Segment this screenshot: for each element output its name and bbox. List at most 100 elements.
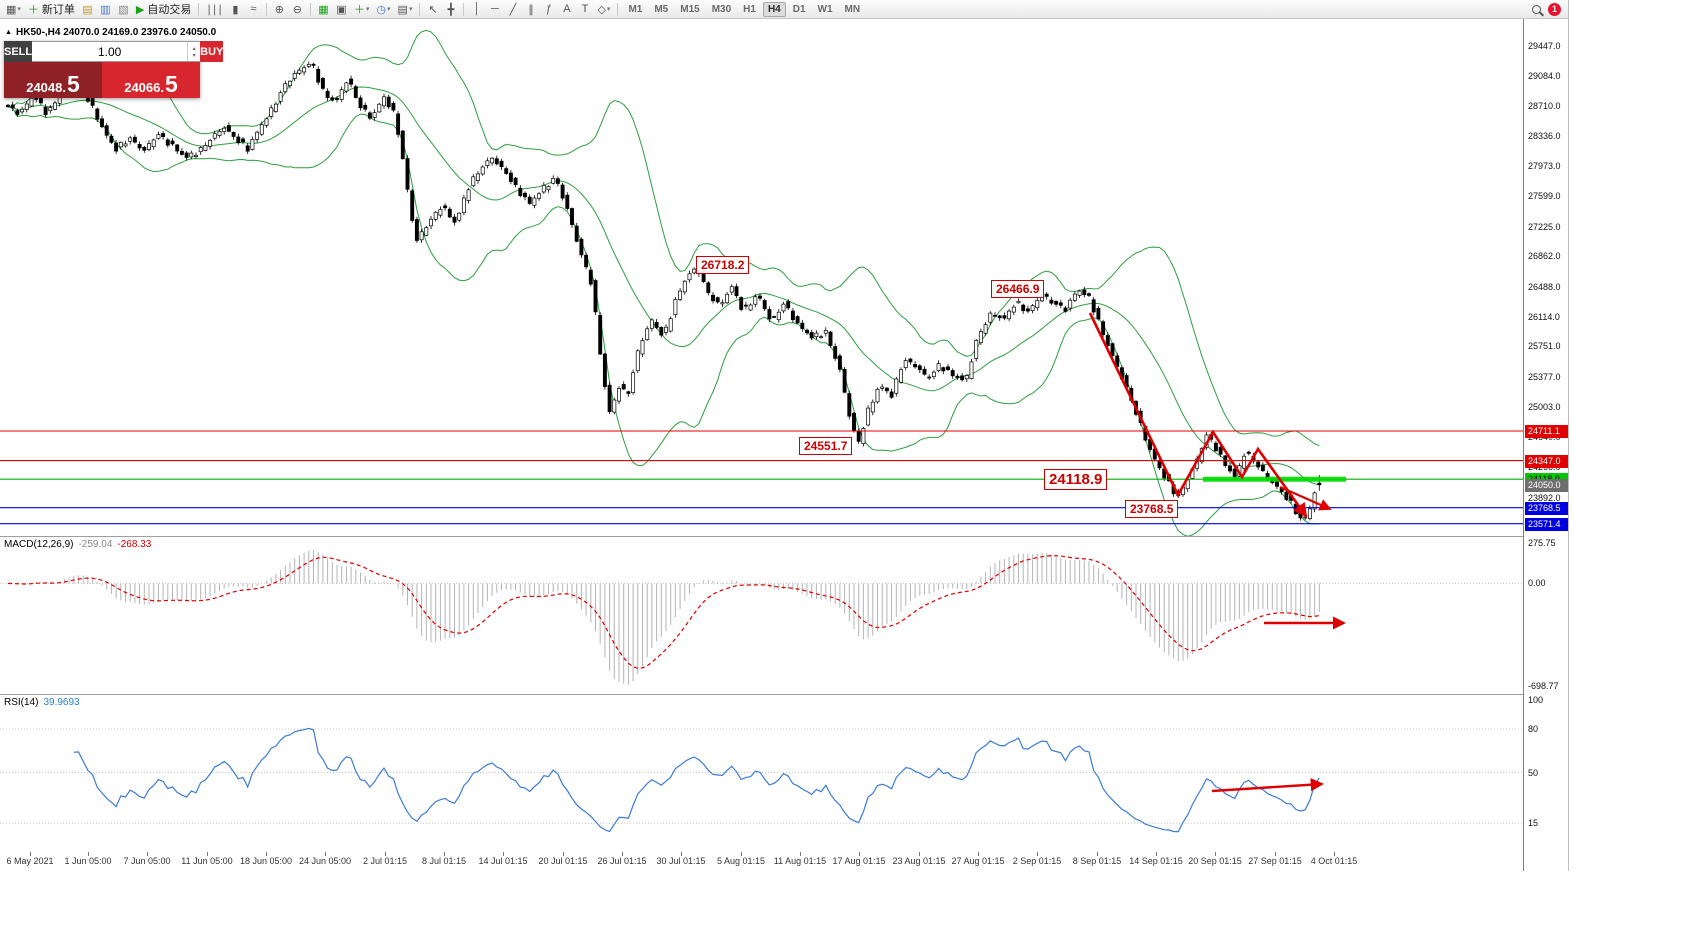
macd-panel-separator[interactable] <box>0 536 1568 537</box>
main-toolbar: ▦ ▾ ＋新订单 ▤ ▥ ▧ ▶ 自动交易 ∣∣∣ ▮ ≈ ⊕ ⊖ ▦ ▣ ＋ ▾ ◷ ▾ ▤ ▾ ↖ ╋ │ ─ ╱ ∥ ƒ A T ◇ ▾… <box>0 0 1568 19</box>
toolbar-separator <box>617 2 619 16</box>
timeframe-w1-button[interactable]: W1 <box>817 3 833 15</box>
period-selector-button[interactable]: ◷ ▾ <box>373 1 393 18</box>
buy-price[interactable]: 24066. 5 <box>102 62 200 98</box>
volume-spinner: ▴ ▾ <box>187 42 200 61</box>
data-window-button[interactable]: ▥ <box>97 1 114 18</box>
one-click-collapse-arrow-icon[interactable]: ▲ <box>5 29 12 36</box>
sell-button[interactable]: SELL <box>4 41 33 62</box>
timeframe-m30-button[interactable]: M30 <box>711 3 732 15</box>
timeframe-d1-button[interactable]: D1 <box>792 3 806 15</box>
label-tool-button[interactable]: T <box>576 1 593 18</box>
timeframe-m1-button[interactable]: M1 <box>628 3 643 15</box>
zoom-in-button[interactable]: ⊕ <box>271 1 288 18</box>
price-annotation[interactable]: 24118.9 <box>1044 469 1108 490</box>
new-chart-dropdown-icon[interactable]: ▾ <box>17 6 21 13</box>
add-indicator-button[interactable]: ＋ ▾ <box>351 1 373 18</box>
crosshair-tool-button[interactable]: ╋ <box>442 1 459 18</box>
buy-button[interactable]: BUY <box>200 41 224 62</box>
templates-button[interactable]: ▤ ▾ <box>395 1 416 18</box>
time-axis-label: 7 Jun 05:00 <box>123 856 171 866</box>
timeframe-group: M1 M5 M15 M30 H1 H4 D1 W1 MN <box>622 1 866 17</box>
axis-tick-label: -698.77 <box>1528 681 1559 691</box>
timeframe-m5-button[interactable]: M5 <box>654 3 669 15</box>
horizontal-line-tool-button[interactable]: ─ <box>486 1 503 18</box>
search-icon[interactable] <box>1532 4 1541 14</box>
timeframe-mn-button[interactable]: MN <box>844 3 861 15</box>
volume-box: ▴ ▾ <box>32 41 201 62</box>
time-axis-label: 17 Aug 01:15 <box>832 856 886 866</box>
candlestick-chart-icon: ▮ <box>232 3 239 16</box>
chart-ohlc-title: HK50-,H4 24070.0 24169.0 23976.0 24050.0 <box>16 27 217 38</box>
tile-windows-button[interactable]: ▦ <box>315 1 332 18</box>
trendline-tool-button[interactable]: ╱ <box>504 1 521 18</box>
zoom-out-button[interactable]: ⊖ <box>289 1 306 18</box>
rsi-panel-separator[interactable] <box>0 694 1568 695</box>
channel-tool-icon: ∥ <box>528 3 534 16</box>
volume-decrease-button[interactable]: ▾ <box>192 52 196 59</box>
shapes-tool-button[interactable]: ◇ ▾ <box>594 1 613 18</box>
autotrading-button[interactable]: ▶ 自动交易 <box>133 1 194 18</box>
line-chart-button[interactable]: ≈ <box>245 1 262 18</box>
price-axis[interactable]: 29447.0 29084.0 28710.0 28336.0 27973.0 27599… <box>1523 19 1568 871</box>
text-tool-button[interactable]: A <box>558 1 575 18</box>
price-annotation[interactable]: 26718.2 <box>696 256 750 274</box>
one-click-trading-panel: SELL ▴ ▾ BUY 24048. 5 24066. 5 <box>4 41 224 98</box>
notification-badge[interactable]: 1 <box>1548 2 1561 16</box>
one-click-price-row: 24048. 5 24066. 5 <box>4 62 200 98</box>
vertical-line-tool-button[interactable]: │ <box>468 1 485 18</box>
timeframe-h4-button[interactable]: H4 <box>762 1 786 17</box>
shapes-tool-dropdown-icon[interactable]: ▾ <box>606 6 611 13</box>
time-tick-mark <box>1156 852 1157 856</box>
shapes-tool-icon: ◇ <box>597 3 606 16</box>
volume-input[interactable] <box>32 42 188 61</box>
add-indicator-dropdown-icon[interactable]: ▾ <box>365 6 370 13</box>
axis-tick-label: 26114.0 <box>1528 311 1560 322</box>
time-tick-mark <box>1334 852 1335 856</box>
time-axis-label: 30 Jul 01:15 <box>656 856 706 866</box>
time-axis-label: 4 Oct 01:15 <box>1310 856 1358 866</box>
time-tick-mark <box>1215 852 1216 856</box>
price-chart-canvas[interactable] <box>0 0 1523 871</box>
cascade-windows-button[interactable]: ▣ <box>333 1 350 18</box>
axis-tick-label: 27225.0 <box>1528 221 1561 232</box>
volume-increase-button[interactable]: ▴ <box>192 45 196 52</box>
navigator-button[interactable]: ▧ <box>115 1 132 18</box>
market-watch-icon: ▤ <box>82 3 93 16</box>
window-right-border <box>1568 0 1569 871</box>
axis-tick-label: 27599.0 <box>1528 191 1561 202</box>
axis-tick-label: 29447.0 <box>1528 41 1561 51</box>
market-watch-button[interactable]: ▤ <box>79 1 96 18</box>
time-axis-label: 23 Aug 01:15 <box>892 856 946 866</box>
macd-indicator-label: MACD(12,26,9) -259.04 -268.33 <box>4 539 151 550</box>
cursor-tool-button[interactable]: ↖ <box>424 1 441 18</box>
bar-chart-icon: ∣∣∣ <box>206 3 223 16</box>
time-axis-label: 11 Jun 05:00 <box>181 856 233 866</box>
price-annotation[interactable]: 26466.9 <box>991 280 1045 298</box>
bar-chart-button[interactable]: ∣∣∣ <box>203 1 226 18</box>
time-axis-label: 5 Aug 01:15 <box>716 856 766 866</box>
channel-tool-button[interactable]: ∥ <box>522 1 539 18</box>
zoom-in-icon: ⊕ <box>274 3 284 16</box>
rsi-indicator-label: RSI(14) 39.9693 <box>4 697 80 708</box>
timeframe-h1-button[interactable]: H1 <box>743 3 756 15</box>
timeframe-m15-button[interactable]: M15 <box>680 3 700 15</box>
trendline-tool-icon: ╱ <box>509 3 517 16</box>
time-tick-mark <box>741 852 742 856</box>
fibonacci-tool-button[interactable]: ƒ <box>540 1 557 18</box>
sell-price[interactable]: 24048. 5 <box>4 62 102 98</box>
tile-windows-icon: ▦ <box>318 3 329 16</box>
time-axis-label: 8 Jul 01:15 <box>421 856 467 866</box>
price-annotation[interactable]: 24551.7 <box>799 437 853 455</box>
time-axis[interactable]: 6 May 2021 1 Jun 05:00 7 Jun 05:00 11 Jun 0… <box>0 852 1523 871</box>
time-axis-label: 14 Jul 01:15 <box>478 856 528 866</box>
time-axis-label: 27 Sep 01:15 <box>1248 856 1302 866</box>
new-order-button[interactable]: ＋新订单 <box>25 1 78 18</box>
period-selector-dropdown-icon[interactable]: ▾ <box>387 6 391 13</box>
time-axis-label: 20 Sep 01:15 <box>1188 856 1242 866</box>
new-chart-button[interactable]: ▦ ▾ <box>3 1 24 18</box>
price-annotation[interactable]: 23768.5 <box>1125 500 1179 518</box>
candlestick-chart-button[interactable]: ▮ <box>227 1 244 18</box>
templates-dropdown-icon[interactable]: ▾ <box>408 6 413 13</box>
